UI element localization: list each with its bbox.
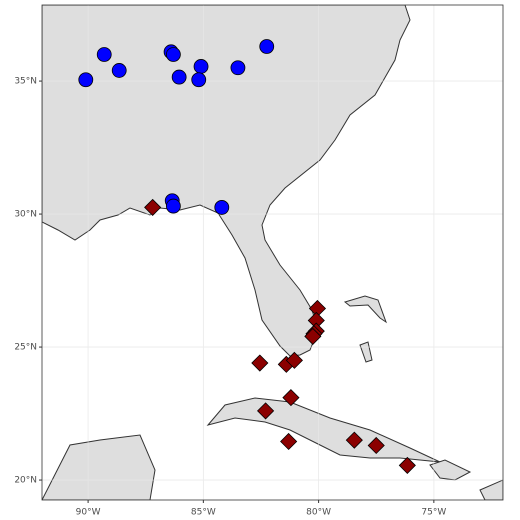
point <box>285 351 303 369</box>
point <box>144 198 162 216</box>
point <box>78 72 94 88</box>
hispaniola <box>429 459 472 481</box>
y-tick-label: 20°N <box>14 476 37 486</box>
panel-border <box>41 4 504 501</box>
bahamas <box>343 295 387 324</box>
point <box>165 198 181 214</box>
point <box>193 59 209 74</box>
x-tick-label: 85°W <box>191 508 216 518</box>
point <box>367 436 385 455</box>
point <box>111 63 127 78</box>
point <box>280 432 298 451</box>
point <box>257 402 275 420</box>
y-tick-label: 35°N <box>14 77 37 87</box>
point <box>171 69 187 85</box>
point <box>214 200 230 215</box>
point <box>398 456 416 474</box>
point <box>282 389 300 407</box>
x-tick-label: 90°W <box>76 508 101 518</box>
point <box>345 431 363 449</box>
point <box>230 60 246 76</box>
x-tick-label: 75°W <box>421 508 446 518</box>
point <box>251 354 269 372</box>
point <box>96 47 112 62</box>
y-tick-label: 30°N <box>14 210 37 220</box>
hispaniola-east <box>479 479 503 500</box>
point <box>165 47 181 62</box>
yucatan <box>42 434 156 500</box>
point <box>259 39 275 54</box>
y-tick-label: 25°N <box>14 343 37 353</box>
x-tick-label: 80°W <box>306 508 331 518</box>
point <box>191 72 207 88</box>
point <box>304 327 322 345</box>
